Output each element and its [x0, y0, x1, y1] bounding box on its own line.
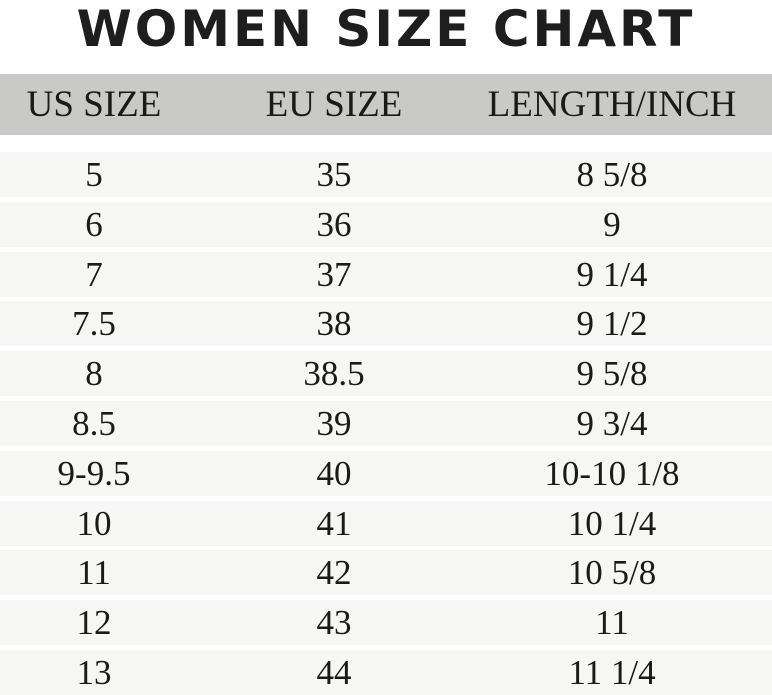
cell-eu-size: 39	[316, 404, 352, 443]
cell-eu-size: 35	[316, 155, 352, 194]
cell-us-size: 8	[85, 354, 103, 394]
table-row: 10 41 10 1/4	[0, 500, 772, 546]
cell-length: 10-10 1/8	[544, 453, 680, 493]
table-row: 11 42 10 5/8	[0, 550, 772, 596]
table-row: 7.5 38 9 1/2	[0, 301, 772, 347]
cell-us-size: 11	[77, 553, 111, 593]
table-row: 8 38.5 9 5/8	[0, 351, 772, 397]
cell-us-size: 7	[85, 254, 103, 294]
header-eu-size: EU SIZE	[265, 84, 403, 125]
cell-eu-size: 38	[316, 304, 352, 344]
table-row: 7 37 9 1/4	[0, 251, 772, 297]
table-row: 8.5 39 9 3/4	[0, 401, 772, 446]
cell-length: 11	[595, 603, 629, 643]
cell-length: 9 5/8	[576, 354, 648, 394]
cell-eu-size: 40	[316, 453, 352, 493]
cell-length: 11 1/4	[568, 653, 656, 692]
cell-eu-size: 42	[316, 553, 352, 593]
cell-us-size: 5	[85, 155, 103, 194]
cell-eu-size: 44	[316, 653, 352, 692]
cell-eu-size: 38.5	[303, 354, 365, 394]
cell-us-size: 7.5	[72, 304, 116, 344]
cell-eu-size: 36	[316, 204, 352, 244]
table-row: 12 43 11	[0, 600, 772, 646]
cell-length: 10 5/8	[567, 553, 657, 593]
cell-length: 9	[603, 204, 621, 244]
cell-eu-size: 43	[316, 603, 352, 643]
cell-us-size: 13	[76, 653, 112, 692]
cell-length: 9 1/2	[576, 304, 648, 344]
cell-length: 10 1/4	[567, 503, 657, 543]
cell-us-size: 12	[76, 603, 112, 643]
cell-us-size: 9-9.5	[57, 453, 131, 493]
header-row: US SIZE EU SIZE LENGTH/INCH	[0, 74, 772, 135]
cell-length: 9 3/4	[576, 404, 648, 443]
cell-length: 9 1/4	[576, 254, 648, 294]
header-us-size: US SIZE	[26, 84, 162, 125]
cell-length: 8 5/8	[576, 155, 648, 194]
table-row: 6 36 9	[0, 201, 772, 247]
chart-title: WOMEN SIZE CHART	[76, 0, 696, 58]
cell-eu-size: 41	[316, 503, 352, 543]
cell-eu-size: 37	[316, 254, 352, 294]
table-row: 13 44 11 1/4	[0, 650, 772, 695]
table-row: 5 35 8 5/8	[0, 152, 772, 197]
cell-us-size: 10	[76, 503, 112, 543]
table-row: 9-9.5 40 10-10 1/8	[0, 450, 772, 496]
cell-us-size: 6	[85, 204, 103, 244]
cell-us-size: 8.5	[72, 404, 116, 443]
header-length: LENGTH/INCH	[487, 84, 737, 125]
